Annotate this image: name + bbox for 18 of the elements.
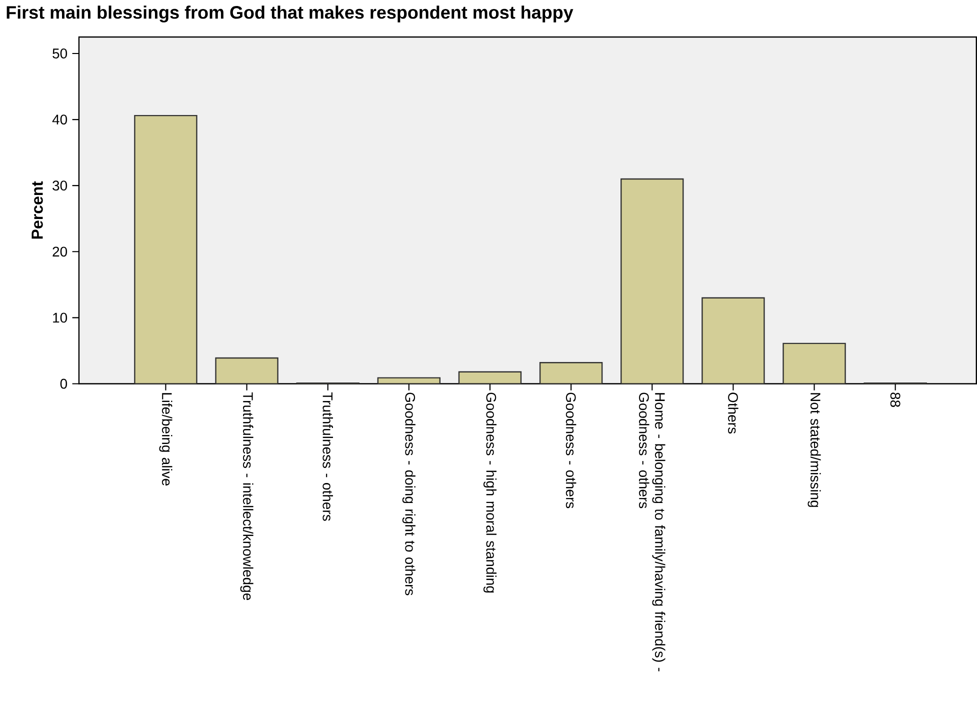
x-tick-label: Goodness - doing right to others	[402, 392, 416, 595]
chart-title: First main blessings from God that makes respondent most happy	[6, 5, 574, 22]
y-tick-label: 40	[52, 114, 68, 124]
y-axis-title: Percent	[32, 181, 43, 238]
y-tick-label: 30	[52, 180, 68, 190]
x-tick-label: Goodness - others	[566, 392, 576, 508]
y-tick-label: 0	[60, 378, 68, 388]
x-tick-label: Home - belonging to family/having friend(s) - Goodness - others	[638, 392, 666, 672]
x-tick-label: Goodness - high moral standing	[483, 392, 496, 592]
y-tick-label: 20	[52, 246, 68, 256]
x-tick-label: 88	[890, 392, 900, 407]
y-tick-label: 50	[52, 48, 68, 58]
x-tick-label: Life/being alive	[159, 392, 172, 486]
x-tick-label: Truthfulness - intellect/knowledge	[240, 392, 254, 600]
x-tick-label: Truthfulness - others	[322, 392, 333, 521]
x-tick-label: Not stated/missing	[808, 392, 821, 507]
y-tick-label: 10	[53, 312, 68, 322]
x-tick-label: Others	[728, 392, 738, 434]
